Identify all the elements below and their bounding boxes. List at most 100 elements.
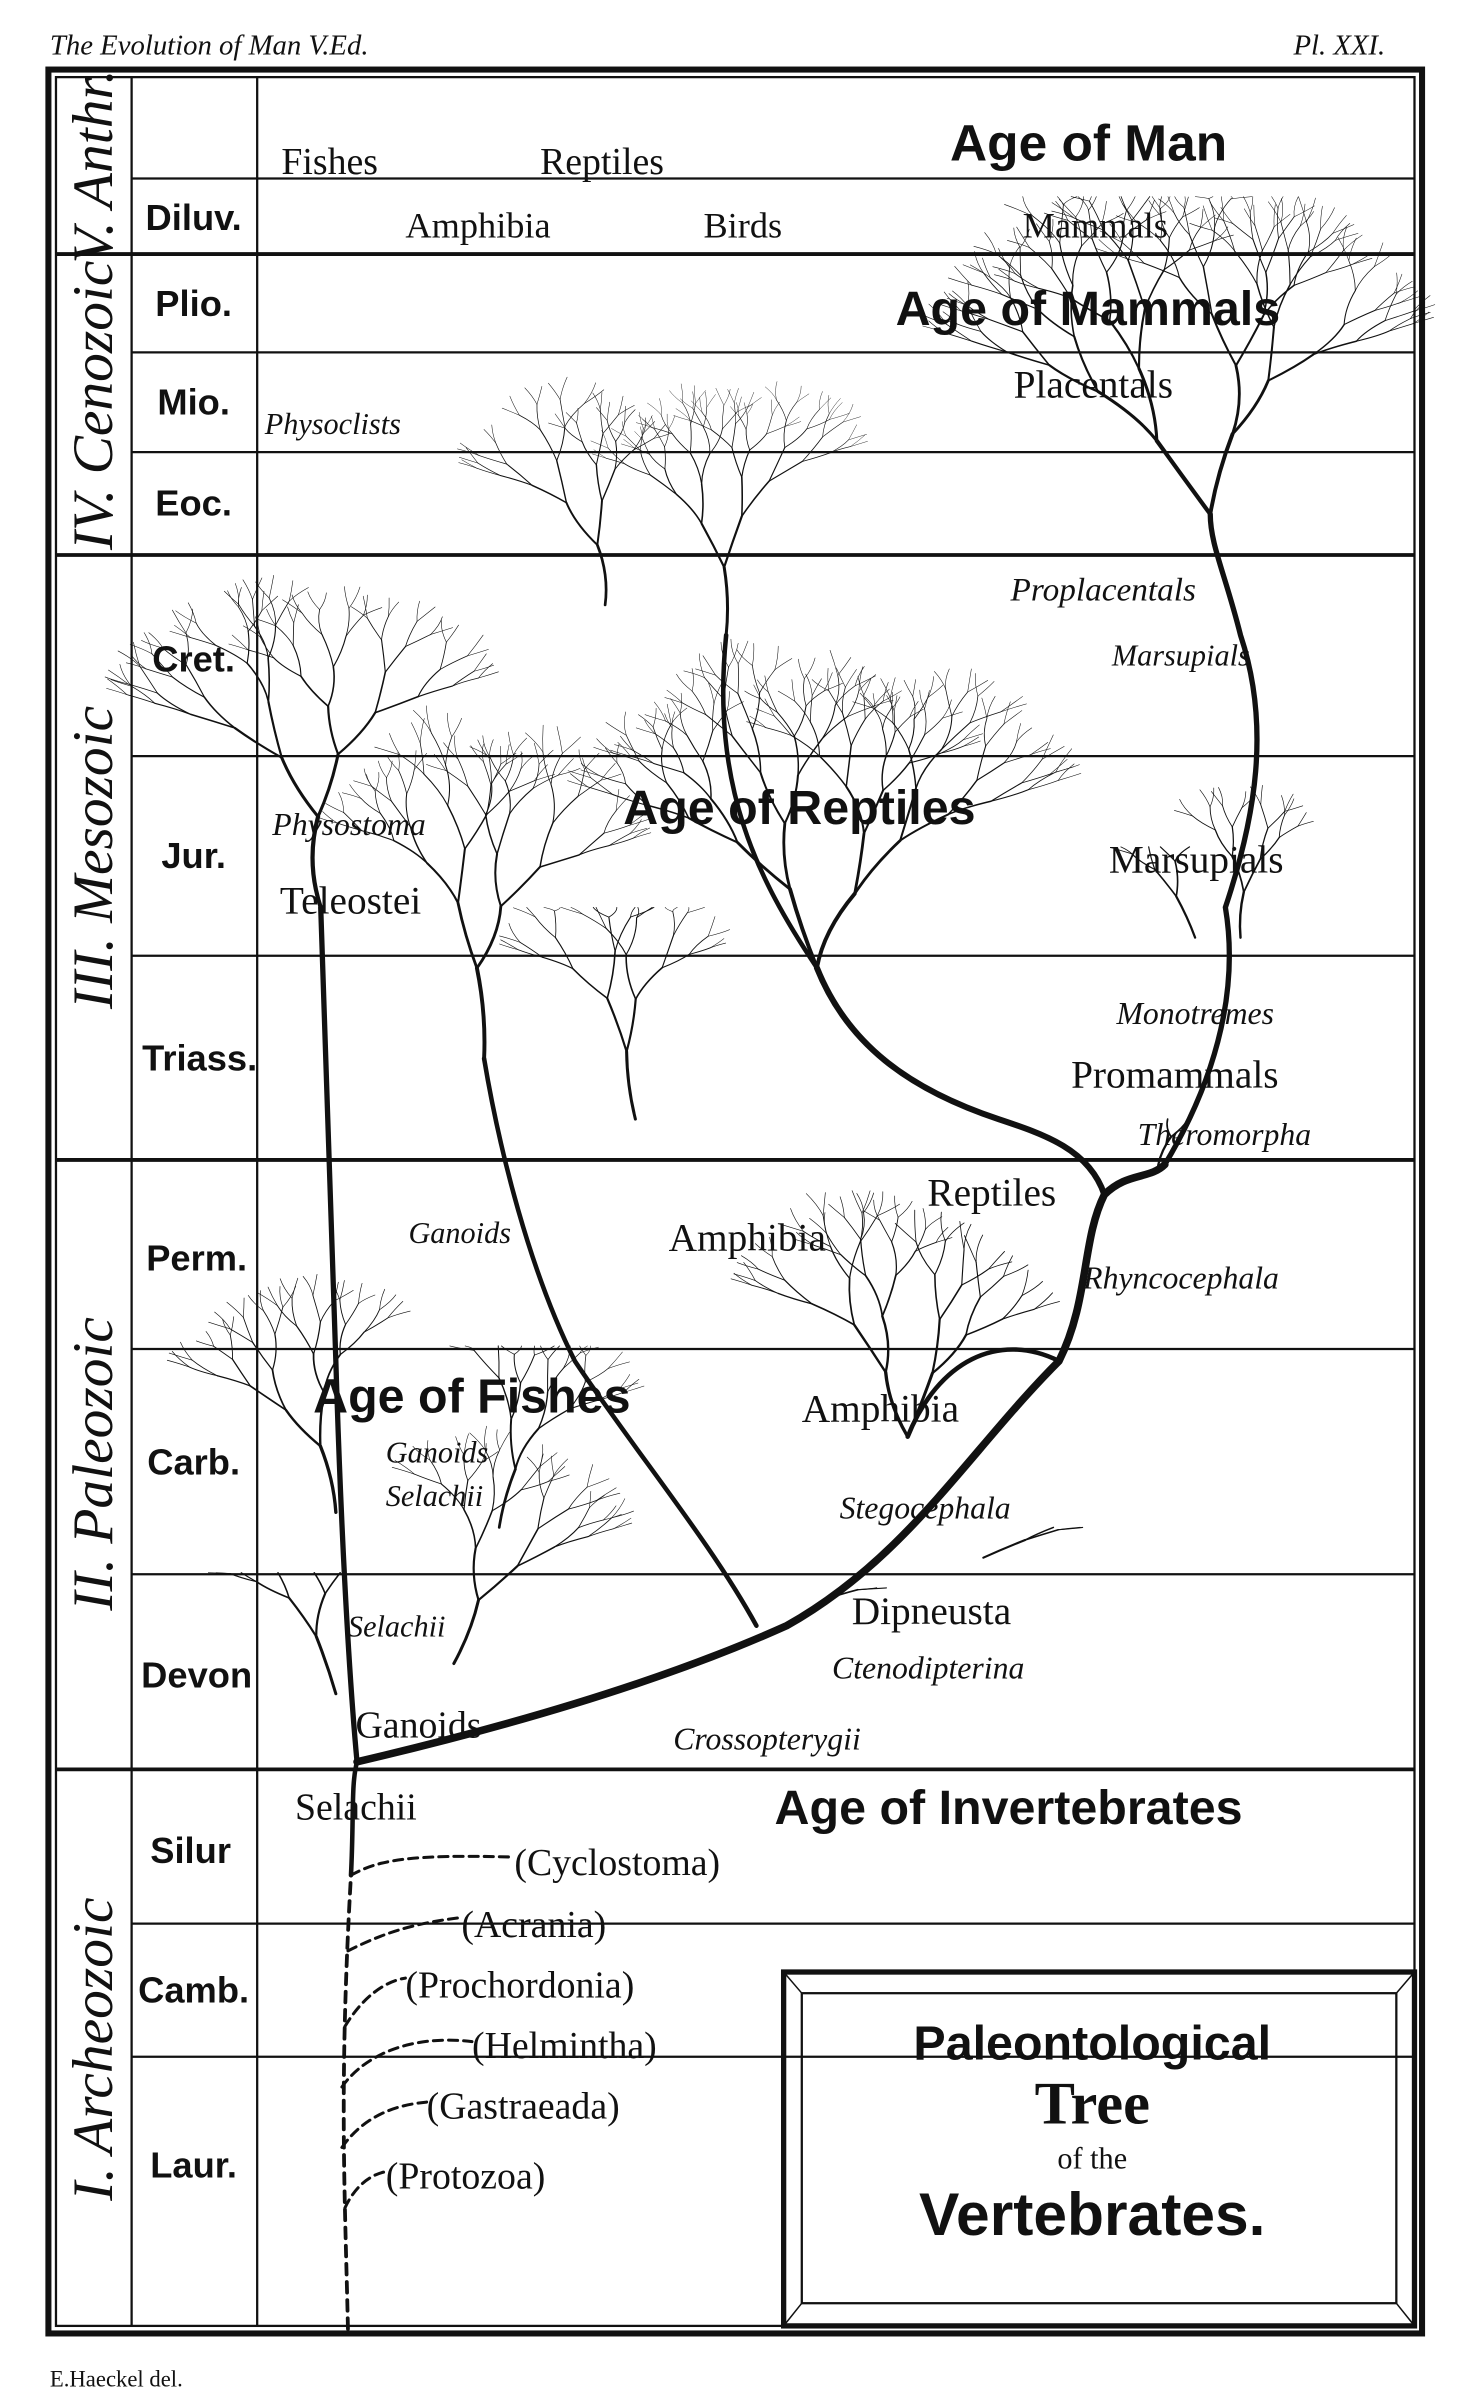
tree-branch — [240, 1572, 258, 1583]
tree-branch — [682, 402, 691, 425]
tree-branch — [517, 949, 543, 958]
period-label: Camb. — [138, 1969, 249, 2010]
tree-branch — [472, 1547, 480, 1602]
tree-branch — [680, 398, 694, 409]
label-birds: Birds — [703, 205, 782, 245]
tree-branch — [348, 586, 361, 609]
tree-branch — [539, 822, 554, 868]
tree-branch — [339, 1331, 365, 1356]
tree-branch — [516, 1528, 539, 1567]
tree-branch — [649, 453, 666, 470]
tree-branch — [733, 1272, 752, 1286]
tree-branch — [837, 657, 852, 676]
tree-branch — [539, 1452, 558, 1468]
tree-branch — [985, 723, 1005, 747]
tree-branch — [581, 913, 607, 929]
tree-branch — [321, 633, 334, 668]
tree-branch — [361, 830, 395, 842]
tree-branch — [582, 757, 592, 779]
tree-branch — [542, 751, 552, 785]
tree-branch — [829, 413, 850, 420]
tree-branch — [653, 432, 671, 439]
tree-branch — [1166, 1118, 1172, 1138]
tree-branch — [612, 794, 649, 807]
tree-branch — [324, 1571, 341, 1595]
tree-branch — [595, 906, 607, 929]
tree-branch — [939, 745, 964, 754]
tree-branch — [786, 402, 797, 421]
tree-branch — [1027, 771, 1057, 791]
tree-branch — [1267, 353, 1315, 382]
tree-branch — [473, 1349, 500, 1379]
tree-branch — [1048, 241, 1053, 270]
tree-branch — [275, 625, 294, 647]
tree-branch — [496, 1429, 500, 1451]
tree-branch — [722, 565, 730, 637]
tree-branch — [928, 320, 946, 334]
tree-branch — [565, 501, 599, 546]
tree-branch — [483, 429, 497, 444]
tree-branch — [884, 1370, 910, 1439]
tree-branch — [554, 937, 574, 970]
era-column: V. Anthr. IV. Cenozoic III. Mesozoic II.… — [62, 69, 125, 2202]
tree-branch — [1306, 221, 1311, 253]
tree-branch — [1051, 202, 1075, 219]
tree-branch — [1159, 208, 1163, 242]
tree-branch — [746, 403, 753, 415]
tree-branch — [828, 690, 843, 714]
tree-branch — [1343, 309, 1376, 326]
tree-branch — [1178, 276, 1213, 315]
tree-branch — [1041, 734, 1054, 760]
tree-branch — [595, 464, 603, 502]
tree-branch — [1038, 287, 1072, 300]
tree-branch — [1021, 773, 1051, 784]
tree-branch — [398, 770, 408, 795]
tree-branch — [1055, 748, 1073, 773]
tree-branch — [443, 742, 459, 760]
tree-branch — [850, 441, 868, 447]
tree-branch — [488, 758, 492, 785]
tree-branch — [630, 755, 655, 764]
tree-branch — [1000, 696, 1023, 713]
tree-branch — [587, 1517, 613, 1537]
tree-branch — [579, 1345, 587, 1356]
tree-branch — [235, 583, 240, 605]
tree-branch — [1051, 268, 1072, 300]
tree-branch — [822, 1192, 826, 1216]
tree-branch — [148, 632, 164, 649]
tree-branch — [470, 745, 484, 763]
tree-branch — [363, 768, 373, 787]
tree-branch — [625, 734, 640, 762]
era-label: V. Anthr. — [62, 69, 125, 263]
tree-branch — [882, 682, 889, 702]
tree-branch — [411, 722, 421, 744]
tree-branch — [499, 1431, 510, 1451]
tree-branch — [701, 412, 712, 431]
tree-branch — [909, 701, 919, 718]
tree-branch — [440, 1483, 465, 1511]
tree-branch — [259, 636, 275, 659]
tree-branch — [635, 422, 652, 428]
tree-branch — [614, 449, 635, 470]
tree-branch — [539, 854, 580, 868]
tree-branch — [882, 709, 892, 730]
tree-branch — [736, 402, 739, 416]
tree-branch — [853, 832, 866, 896]
tree-branch — [857, 675, 865, 696]
tree-branch — [1209, 201, 1225, 222]
tree-branch — [490, 757, 506, 782]
label-selachii-silur: Selachii — [295, 1786, 417, 1828]
tree-branch — [288, 580, 294, 602]
tree-branch — [1232, 223, 1254, 240]
tree-branch — [882, 690, 902, 702]
tree-branch — [586, 1478, 610, 1488]
tree-branch — [841, 712, 852, 747]
tree-branch — [907, 748, 917, 790]
tree-branch — [642, 419, 656, 431]
tree-branch — [307, 591, 320, 610]
tree-branch — [859, 692, 873, 709]
tree-branch — [130, 653, 147, 670]
tree-branch — [792, 1238, 816, 1246]
tree-branch — [374, 671, 387, 714]
tree-branch — [1000, 703, 1027, 713]
